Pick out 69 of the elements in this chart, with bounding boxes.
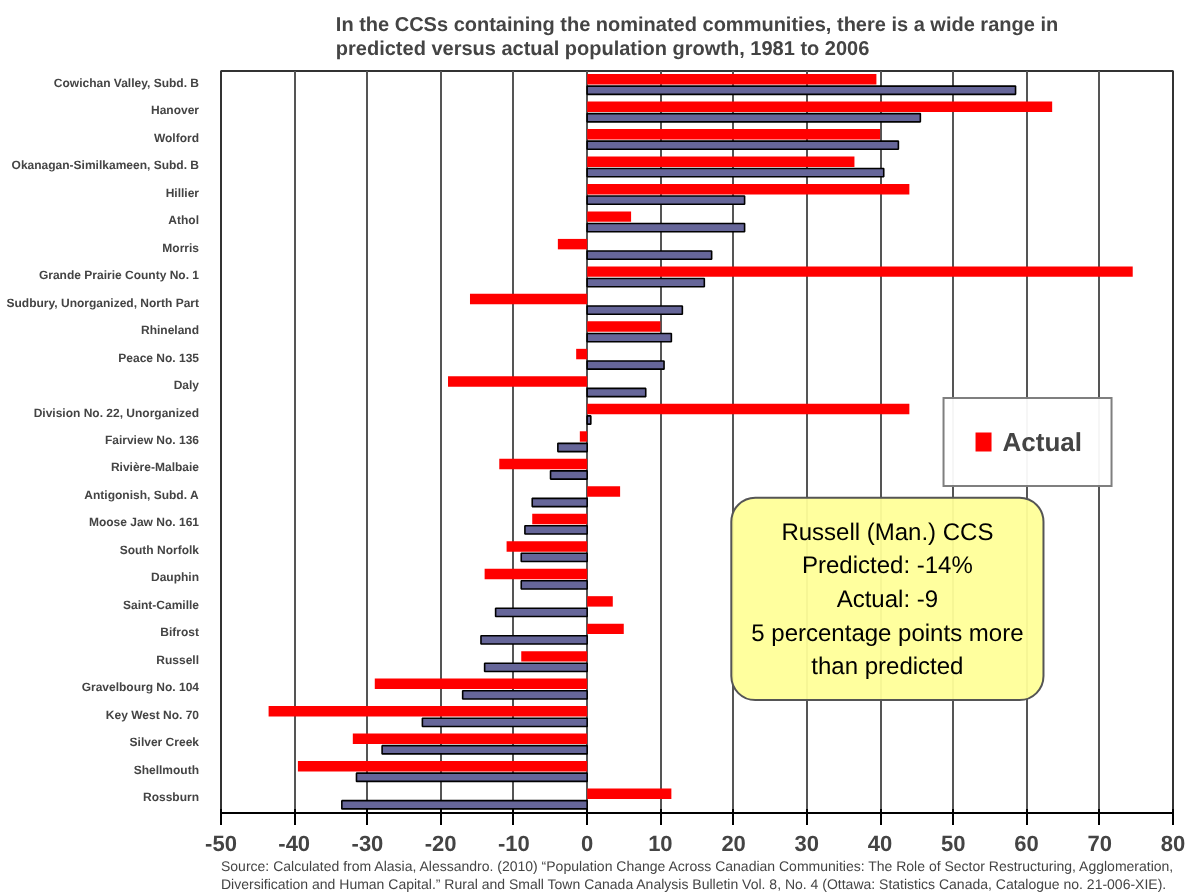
bar [352,733,588,745]
annotation: Russell (Man.) CCS Predicted: -14% Actual: -9 5 percentage points more than predicted [751,517,1025,681]
bar [374,678,588,690]
bar [355,772,588,783]
bar [521,651,588,662]
bar [587,403,910,415]
bar [579,431,588,442]
x-tick-label: 10 [648,833,673,857]
bar [587,101,1053,112]
bar [586,305,684,316]
bar [461,689,588,700]
bar [531,497,588,508]
bar [586,250,713,261]
bar [421,717,588,728]
bar [520,552,588,563]
bar [448,376,588,387]
x-tick-label: 60 [1014,833,1039,857]
x-tick-label: -50 [205,833,237,857]
bar [381,744,588,755]
x-tick-label: 70 [1087,833,1113,857]
legend-label: Actual [1002,426,1082,456]
bar [532,513,588,525]
bar [587,183,910,195]
bar [499,458,588,470]
x-tick-label: 30 [794,833,820,857]
bar [587,74,877,85]
bar [587,486,621,497]
bar [586,112,922,123]
bar [494,607,588,618]
bar [557,238,588,250]
bar [268,706,588,717]
bar [587,266,1133,277]
bar [587,623,624,635]
bar [586,387,647,398]
x-tick-label: -40 [278,833,311,857]
bar [297,761,588,772]
bar [586,140,900,151]
bar [480,634,588,645]
x-tick-label: 40 [867,833,893,857]
x-tick-label: 80 [1160,833,1186,857]
bar [524,525,588,535]
bar [576,348,588,360]
bar [549,470,588,480]
bar [587,128,881,140]
bar [520,579,588,590]
x-tick-label: 0 [581,833,594,857]
bar [586,85,1017,96]
bar [586,360,665,370]
x-tick-label: -10 [498,833,530,857]
bar [484,568,588,580]
bar [557,442,588,453]
bar [586,277,706,288]
bar [586,167,885,178]
bar [587,156,855,167]
bar [587,596,613,607]
bar [586,222,746,233]
bar [587,788,672,799]
bar [469,293,588,305]
bar [587,321,661,332]
x-tick-label: -30 [351,833,384,857]
x-tick-label: -20 [424,833,457,857]
bar [586,195,746,206]
x-tick-label: 50 [941,833,966,857]
x-tick-label: 20 [721,833,746,857]
bar [587,211,632,222]
bar [506,541,588,552]
bar [483,662,588,673]
bar [586,332,673,343]
chart-title: In the CCSs containing the nominated communities, there is a wide range in predicted versus actual population growth, 1981 to 2006 [335,14,1059,61]
